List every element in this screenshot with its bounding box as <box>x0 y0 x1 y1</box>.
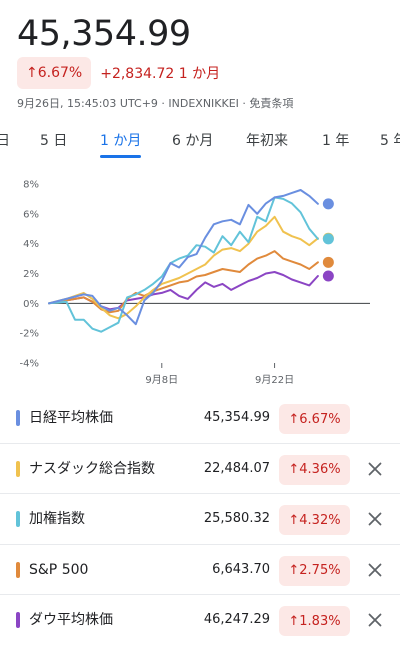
range-tabs: 日 5 日 1 か月 6 か月 年初来 1 年 5 年 <box>0 128 400 158</box>
series-color-swatch <box>16 511 20 528</box>
change-percent-badge: ↑1.83% <box>279 606 350 637</box>
close-icon <box>368 462 382 475</box>
y-tick-label: 6% <box>23 209 39 220</box>
tab-1-year[interactable]: 1 年 <box>322 133 350 149</box>
y-tick-label: 4% <box>23 239 39 250</box>
remove-index-button[interactable] <box>362 506 388 532</box>
tab-5-days[interactable]: 5 日 <box>40 133 68 149</box>
index-list: 日経平均株価 45,354.99 ↑6.67% ナスダック総合指数 22,484.07 ↑… <box>0 393 400 646</box>
current-price: 45,354.99 <box>17 14 191 54</box>
change-row: ↑6.67% +2,834.72 1 か月 <box>17 57 220 89</box>
series-line <box>48 215 319 320</box>
close-icon <box>368 512 382 526</box>
tab-1-day[interactable]: 日 <box>0 133 10 149</box>
y-tick-label: 8% <box>23 180 39 191</box>
series-color-swatch <box>16 561 20 578</box>
series-line <box>48 271 319 311</box>
close-icon <box>368 563 382 577</box>
index-row[interactable]: ダウ平均株価 46,247.29 ↑1.83% <box>0 595 400 646</box>
change-percent-badge: ↑6.67% <box>17 57 92 89</box>
index-row[interactable]: ナスダック総合指数 22,484.07 ↑4.36% <box>0 444 400 495</box>
change-percent-badge: ↑6.67% <box>279 404 350 434</box>
series-color-swatch <box>16 410 20 426</box>
index-name: ナスダック総合指数 <box>29 460 155 477</box>
change-percent-badge: ↑2.75% <box>279 555 350 586</box>
series-end-marker <box>322 256 334 268</box>
tab-6-months[interactable]: 6 か月 <box>172 133 214 149</box>
index-value: 25,580.32 <box>203 511 270 527</box>
remove-index-button[interactable] <box>362 557 388 583</box>
remove-index-button[interactable] <box>362 456 388 482</box>
series-color-swatch <box>16 460 20 477</box>
tab-1-month[interactable]: 1 か月 <box>100 128 142 158</box>
series-end-marker <box>322 233 334 245</box>
comparison-chart: 8% 6% 4% 2% 0% -2% -4% 9月8日 9月22日 <box>20 180 370 386</box>
series-line <box>48 189 319 326</box>
change-percent-badge: ↑4.36% <box>279 454 350 485</box>
series-end-marker <box>322 270 334 282</box>
series-color-swatch <box>16 612 20 629</box>
y-tick-label: -2% <box>20 329 39 340</box>
quote-meta: 9月26日, 15:45:03 UTC+9 · INDEXNIKKEI · 免責… <box>17 97 294 110</box>
tab-ytd[interactable]: 年初来 <box>246 133 288 149</box>
index-value: 46,247.29 <box>203 612 270 628</box>
remove-index-button[interactable] <box>362 607 388 633</box>
change-percent-badge: ↑4.32% <box>279 505 350 536</box>
y-tick-label: 0% <box>23 299 39 310</box>
index-value: 6,643.70 <box>212 561 270 577</box>
index-name: ダウ平均株価 <box>29 612 113 629</box>
y-tick-label: 2% <box>23 269 39 280</box>
x-tick-label: 9月22日 <box>255 374 294 386</box>
series-end-marker <box>322 198 334 210</box>
series-line <box>48 250 319 314</box>
index-value: 45,354.99 <box>203 410 270 425</box>
tab-5-years[interactable]: 5 年 <box>380 133 400 149</box>
y-tick-label: -4% <box>20 359 39 370</box>
index-value: 22,484.07 <box>203 460 270 476</box>
index-name: S&P 500 <box>29 561 89 578</box>
index-row[interactable]: 日経平均株価 45,354.99 ↑6.67% <box>0 393 400 444</box>
index-name: 日経平均株価 <box>29 410 113 426</box>
x-tick-label: 9月8日 <box>145 374 178 386</box>
index-name: 加権指数 <box>29 511 85 528</box>
index-row[interactable]: S&P 500 6,643.70 ↑2.75% <box>0 545 400 596</box>
close-icon <box>368 613 382 627</box>
change-absolute: +2,834.72 1 か月 <box>100 66 221 82</box>
index-row[interactable]: 加権指数 25,580.32 ↑4.32% <box>0 494 400 545</box>
series-line <box>48 196 319 333</box>
